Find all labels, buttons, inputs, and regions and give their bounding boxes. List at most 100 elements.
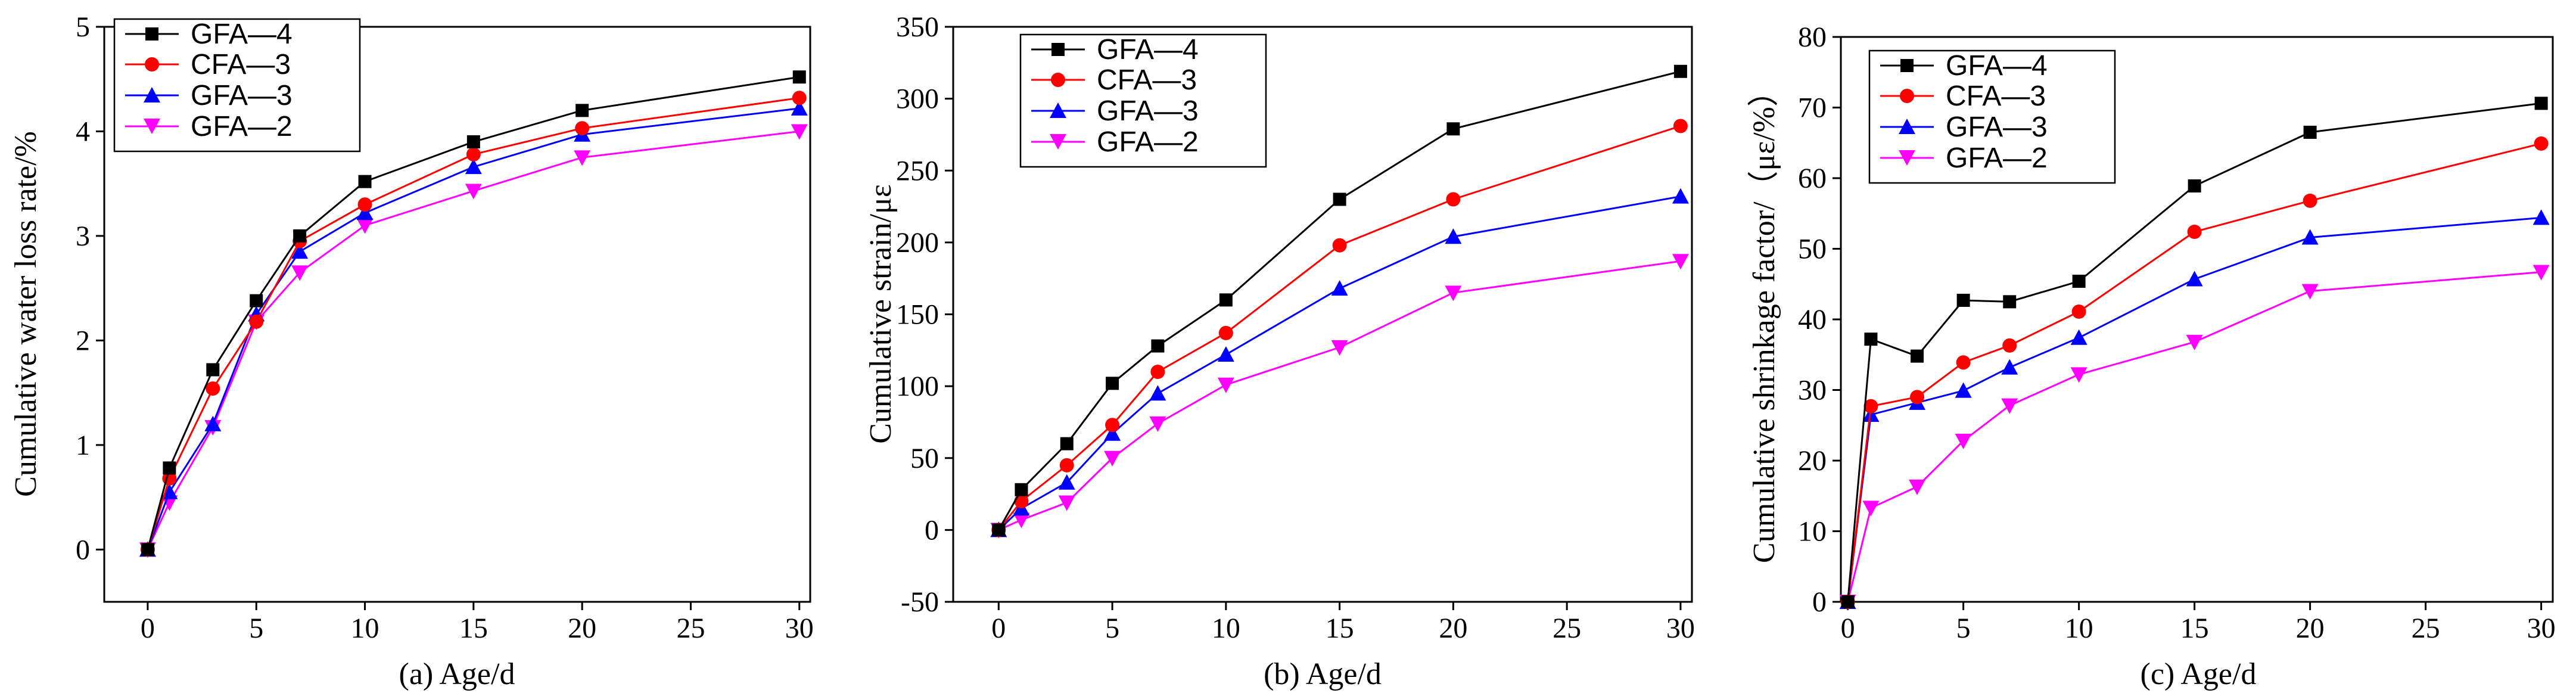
- chart-b-data-point: [1331, 340, 1348, 356]
- chart-a-ytick-label: 3: [76, 220, 90, 252]
- chart-c-xtick-label: 0: [1841, 613, 1855, 644]
- chart-b-data-point: [1333, 192, 1346, 206]
- chart-a-data-point: [575, 104, 589, 117]
- chart-b-data-point: [1217, 346, 1234, 362]
- chart-a-data-point: [141, 543, 154, 557]
- chart-a-data-point: [161, 495, 178, 511]
- chart-a-ytick-label: 4: [76, 116, 90, 147]
- chart-b-data-point: [1445, 285, 1462, 302]
- chart-c-data-point: [2072, 275, 2086, 288]
- chart-c-data-point: [1956, 355, 1971, 370]
- chart-a-caption: (a) Age/d: [399, 657, 515, 691]
- chart-a-frame: [103, 26, 811, 603]
- chart-b-xtick-label: 15: [1326, 613, 1354, 644]
- legend-item: CFA—3: [1031, 64, 1197, 96]
- chart-a-data-point: [293, 229, 307, 243]
- chart-c-data-point: [2301, 284, 2319, 300]
- chart-b-legend-label: GFA—2: [1097, 126, 1199, 158]
- chart-b-data-point: [1446, 192, 1461, 207]
- chart-b-xtick-label: 5: [1105, 613, 1119, 644]
- chart-b-data-point: [1060, 437, 1074, 450]
- chart-c-data-point: [2187, 225, 2202, 240]
- chart-b-data-point: [1217, 377, 1234, 393]
- chart-c-ytick-label: 20: [1798, 445, 1827, 477]
- chart-c-xtick-label: 20: [2296, 613, 2325, 644]
- chart-b-ytick-label: -50: [901, 586, 939, 618]
- chart-c-data-point: [2071, 304, 2086, 319]
- chart-b-data-point: [1104, 450, 1121, 467]
- chart-a-legend-box: [113, 18, 361, 153]
- chart-a-legend-label: GFA—3: [191, 80, 293, 111]
- chart-b-ytick-label: 300: [896, 83, 939, 115]
- chart-a: 0 5 10 15 20 25 30 0 1 2 3 4 5 Cumulative water loss…: [9, 11, 814, 691]
- chart-a-data-point: [791, 100, 808, 116]
- chart-b-legend-swatch: [1051, 73, 1065, 87]
- chart-b-data-point: [1015, 483, 1028, 496]
- chart-a-legend-label: GFA—2: [191, 111, 293, 142]
- chart-c-series-line: [1847, 142, 2541, 602]
- chart-a-data-point: [356, 218, 374, 234]
- chart-b-legend: GFA—4 CFA—3 GFA—3 GFA—2: [1019, 33, 1267, 168]
- chart-b-caption: (b) Age/d: [1264, 657, 1382, 691]
- chart-c-legend-box: [1868, 49, 2116, 184]
- chart-a-ylabel: Cumulative water loss rate/%: [9, 131, 43, 497]
- chart-b-data-point: [1149, 416, 1166, 432]
- chart-b-legend-label: GFA—4: [1097, 34, 1199, 66]
- legend-item: CFA—3: [125, 49, 291, 80]
- chart-b-ytick-label: 100: [896, 371, 939, 402]
- chart-c-ytick-label: 10: [1798, 516, 1827, 548]
- chart-b-data-point: [1672, 188, 1689, 204]
- chart-c-ytick-label: 50: [1798, 234, 1827, 265]
- chart-a-xtick-label: 20: [568, 613, 596, 644]
- chart-a-data-point: [163, 461, 176, 475]
- chart-a-series-line: [147, 107, 799, 550]
- chart-a-data-point: [206, 381, 220, 396]
- chart-c-data-point: [2534, 136, 2549, 151]
- chart-b-data-point: [1058, 495, 1075, 511]
- chart-b-ytick-label: 200: [896, 227, 939, 259]
- chart-a-ytick-label: 1: [76, 430, 90, 461]
- chart-c-xtick-label: 15: [2180, 613, 2209, 644]
- legend-item: GFA—2: [1031, 126, 1199, 158]
- chart-c-data-point: [2188, 179, 2201, 193]
- chart-b-data-point: [1013, 512, 1030, 529]
- chart-c-series-line: [1847, 271, 2541, 602]
- chart-c-data-point: [2070, 329, 2087, 345]
- chart-a-data-point: [291, 243, 309, 259]
- chart-c-data-point: [2002, 338, 2017, 353]
- chart-c-data-point: [2186, 271, 2203, 287]
- chart-b-ylabel: Cumulative strain/με: [864, 184, 898, 443]
- chart-c-ytick-label: 40: [1798, 304, 1827, 335]
- legend-item: GFA—4: [1880, 50, 2048, 82]
- legend-item: GFA—2: [125, 111, 293, 142]
- chart-c-ytick-label: 30: [1798, 375, 1827, 406]
- chart-a-data-point: [249, 314, 264, 329]
- chart-c-xtick-label: 10: [2065, 613, 2093, 644]
- chart-b-legend-box: [1019, 33, 1267, 168]
- chart-b-axes: 0 5 10 15 20 25 30 -50 0 50 100 150 200 250 300 350: [896, 11, 1695, 644]
- chart-c-ylabel: Cumulative shrinkage factor/（με/%）: [1747, 76, 1781, 563]
- chart-c-legend-swatch: [1900, 89, 1914, 103]
- chart-a-xtick-label: 15: [459, 613, 488, 644]
- chart-c-data-point: [1910, 390, 1925, 405]
- chart-c-xtick-label: 30: [2527, 613, 2556, 644]
- chart-c-legend-swatch: [1899, 150, 1915, 166]
- chart-c-ytick-label: 80: [1798, 21, 1827, 53]
- chart-b-data-point: [1150, 365, 1165, 379]
- chart-b-data-point: [1446, 122, 1460, 136]
- chart-c-legend-label: CFA—3: [1946, 80, 2046, 112]
- chart-b-data-point: [1059, 458, 1074, 473]
- chart-a-data-point: [161, 483, 178, 499]
- chart-b-data-point: [1105, 418, 1120, 433]
- chart-b-data-point: [1149, 385, 1166, 401]
- chart-a-ytick-label: 2: [76, 325, 90, 356]
- chart-b-series-line: [998, 260, 1681, 531]
- chart-c-data-point: [2534, 97, 2548, 110]
- chart-c-data-point: [2533, 209, 2550, 225]
- chart-c-data-point: [1862, 406, 1880, 422]
- chart-b-data-point: [1219, 293, 1233, 307]
- chart-c-data-point: [1863, 399, 1878, 414]
- chart-b-legend-swatch: [1051, 43, 1065, 56]
- chart-a-data-point: [792, 70, 806, 84]
